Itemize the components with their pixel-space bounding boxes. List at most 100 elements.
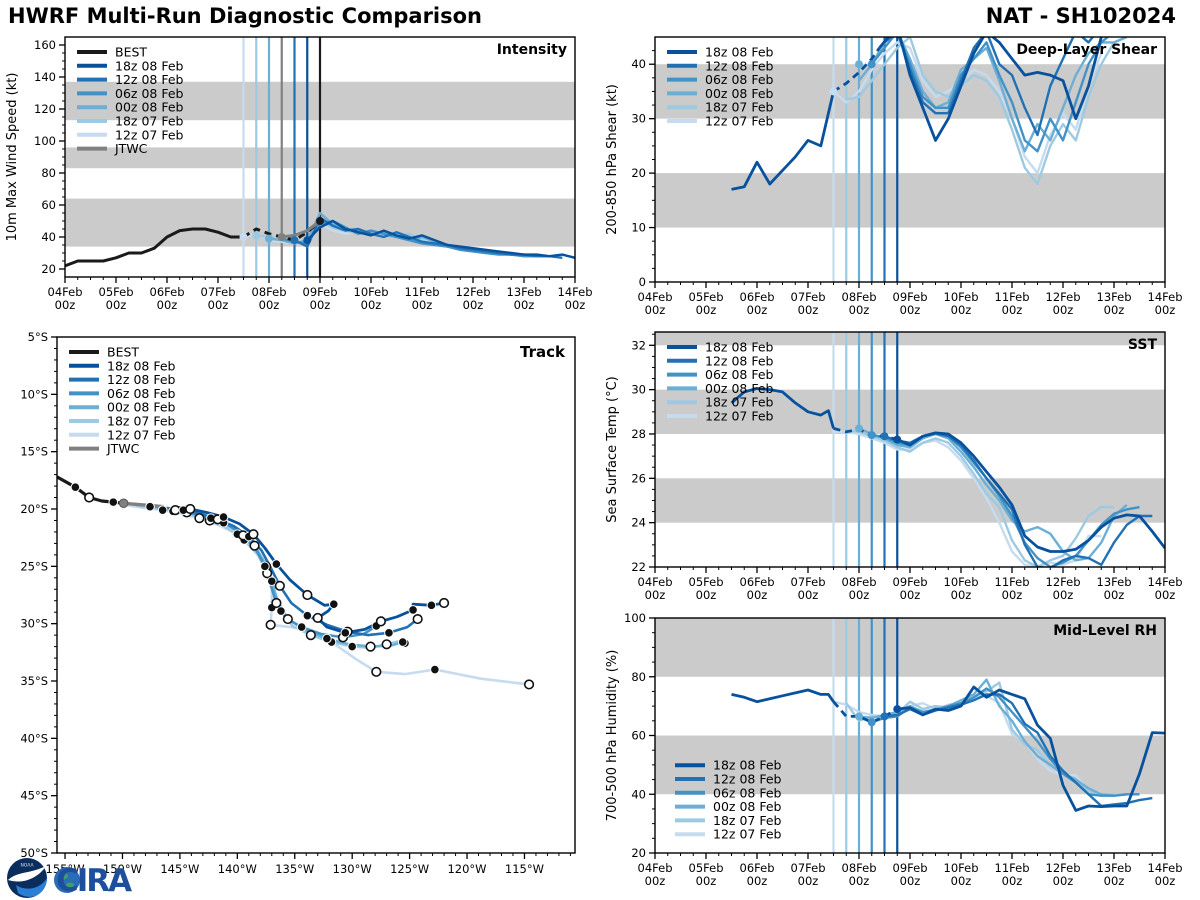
svg-text:00z: 00z [1002, 588, 1023, 602]
svg-text:13Feb: 13Feb [1097, 861, 1132, 875]
svg-text:00z 08 Feb: 00z 08 Feb [107, 400, 176, 415]
svg-text:11Feb: 11Feb [405, 285, 440, 299]
svg-text:12z 08 Feb: 12z 08 Feb [713, 772, 782, 787]
svg-text:125°W: 125°W [390, 862, 429, 876]
svg-text:06Feb: 06Feb [150, 285, 185, 299]
svg-text:40: 40 [631, 787, 646, 801]
svg-text:07Feb: 07Feb [201, 285, 236, 299]
svg-text:09Feb: 09Feb [893, 290, 928, 304]
svg-text:00z: 00z [696, 303, 717, 317]
svg-text:00z: 00z [1053, 588, 1074, 602]
svg-text:04Feb: 04Feb [638, 290, 673, 304]
svg-text:50°S: 50°S [20, 846, 48, 860]
svg-text:06Feb: 06Feb [740, 290, 775, 304]
svg-text:06z 08 Feb: 06z 08 Feb [705, 367, 774, 382]
svg-text:10Feb: 10Feb [354, 285, 389, 299]
svg-text:00z 08 Feb: 00z 08 Feb [705, 381, 774, 396]
svg-text:20°S: 20°S [20, 502, 48, 516]
svg-text:12Feb: 12Feb [456, 285, 491, 299]
svg-text:00z: 00z [55, 298, 76, 312]
svg-text:00z: 00z [849, 588, 870, 602]
svg-text:00z: 00z [157, 298, 178, 312]
svg-text:00z: 00z [849, 303, 870, 317]
svg-text:100: 100 [624, 611, 646, 625]
svg-text:00z: 00z [900, 588, 921, 602]
svg-text:06z 08 Feb: 06z 08 Feb [115, 86, 184, 101]
svg-text:25°S: 25°S [20, 559, 48, 573]
svg-text:140: 140 [34, 70, 56, 84]
svg-text:30: 30 [631, 383, 646, 397]
svg-text:00z: 00z [951, 588, 972, 602]
svg-text:10: 10 [631, 221, 646, 235]
svg-text:40°S: 40°S [20, 731, 48, 745]
svg-text:200-850 hPa Shear (kt): 200-850 hPa Shear (kt) [605, 84, 620, 235]
svg-text:18z 07 Feb: 18z 07 Feb [107, 414, 176, 429]
svg-text:145°W: 145°W [160, 862, 199, 876]
svg-text:12z 07 Feb: 12z 07 Feb [705, 409, 774, 424]
svg-text:00z: 00z [696, 588, 717, 602]
svg-text:00z: 00z [747, 303, 768, 317]
svg-text:20: 20 [631, 166, 646, 180]
svg-text:00z: 00z [1002, 874, 1023, 888]
svg-text:13Feb: 13Feb [1097, 575, 1132, 589]
svg-text:BEST: BEST [107, 345, 139, 360]
svg-text:00z: 00z [310, 298, 331, 312]
svg-text:00z: 00z [565, 298, 586, 312]
svg-text:06Feb: 06Feb [740, 575, 775, 589]
svg-text:00z: 00z [1155, 588, 1176, 602]
svg-text:00z: 00z [106, 298, 127, 312]
svg-text:15°S: 15°S [20, 445, 48, 459]
svg-text:JTWC: JTWC [106, 441, 140, 456]
svg-text:00z: 00z [1053, 303, 1074, 317]
svg-text:00z: 00z [747, 874, 768, 888]
svg-text:00z: 00z [1002, 303, 1023, 317]
svg-text:12z 07 Feb: 12z 07 Feb [705, 114, 774, 129]
svg-text:Sea Surface Temp (°C): Sea Surface Temp (°C) [605, 376, 620, 523]
svg-text:135°W: 135°W [275, 862, 314, 876]
svg-text:11Feb: 11Feb [995, 861, 1030, 875]
svg-text:00z: 00z [747, 588, 768, 602]
svg-text:06z 08 Feb: 06z 08 Feb [713, 785, 782, 800]
svg-text:00z: 00z [645, 588, 666, 602]
svg-text:35°S: 35°S [20, 674, 48, 688]
svg-text:08Feb: 08Feb [842, 290, 877, 304]
svg-text:12Feb: 12Feb [1046, 290, 1081, 304]
svg-text:18z 07 Feb: 18z 07 Feb [705, 100, 774, 115]
svg-text:00z: 00z [951, 874, 972, 888]
svg-text:12z 07 Feb: 12z 07 Feb [713, 827, 782, 842]
svg-text:07Feb: 07Feb [791, 575, 826, 589]
svg-text:00z: 00z [1053, 874, 1074, 888]
rh-chart: 04Feb00z05Feb00z06Feb00z07Feb00z08Feb00z… [605, 611, 1183, 888]
svg-text:00z 08 Feb: 00z 08 Feb [713, 799, 782, 814]
svg-text:12z 07 Feb: 12z 07 Feb [107, 427, 176, 442]
svg-text:80: 80 [41, 166, 56, 180]
svg-text:Mid-Level RH: Mid-Level RH [1053, 623, 1157, 639]
svg-text:40: 40 [631, 57, 646, 71]
cira-globe-land2 [66, 882, 74, 888]
svg-text:00z: 00z [463, 298, 484, 312]
footer-logos: NOAA CIRA [6, 856, 156, 900]
svg-text:120: 120 [34, 102, 56, 116]
svg-text:5°S: 5°S [28, 330, 48, 344]
svg-text:30°S: 30°S [20, 617, 48, 631]
svg-text:08Feb: 08Feb [842, 861, 877, 875]
svg-text:JTWC: JTWC [114, 141, 148, 156]
svg-text:00z: 00z [900, 874, 921, 888]
svg-text:10m Max Wind Speed (kt): 10m Max Wind Speed (kt) [5, 73, 20, 242]
svg-text:12z 08 Feb: 12z 08 Feb [705, 353, 774, 368]
svg-text:06z 08 Feb: 06z 08 Feb [705, 72, 774, 87]
svg-text:10Feb: 10Feb [944, 861, 979, 875]
svg-text:00z: 00z [514, 298, 535, 312]
svg-text:0: 0 [639, 275, 646, 289]
svg-text:05Feb: 05Feb [689, 290, 724, 304]
noaa-logo: NOAA [7, 858, 47, 898]
svg-text:09Feb: 09Feb [893, 575, 928, 589]
svg-text:22: 22 [631, 560, 646, 574]
svg-text:00z: 00z [900, 303, 921, 317]
svg-text:Deep-Layer Shear: Deep-Layer Shear [1016, 42, 1157, 58]
svg-text:04Feb: 04Feb [638, 861, 673, 875]
svg-text:00z: 00z [696, 874, 717, 888]
svg-text:00z: 00z [1155, 303, 1176, 317]
svg-text:06Feb: 06Feb [740, 861, 775, 875]
svg-text:18z 08 Feb: 18z 08 Feb [705, 340, 774, 355]
